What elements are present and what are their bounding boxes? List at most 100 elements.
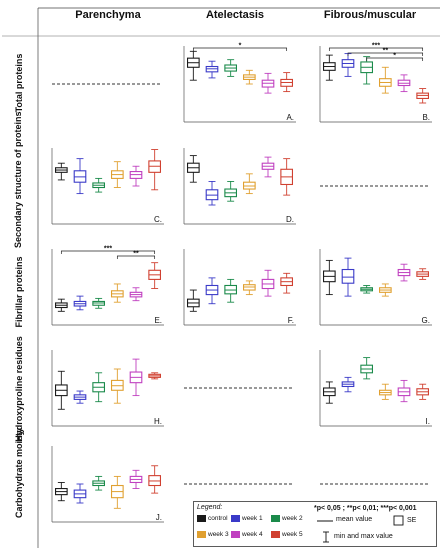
legend-title: Legend: xyxy=(197,504,223,511)
box-control xyxy=(54,370,68,410)
panel-j: J. xyxy=(44,440,170,528)
box-week-1 xyxy=(73,158,87,195)
box-week-4 xyxy=(397,263,411,282)
panel-label: I. xyxy=(426,417,430,426)
legend-swatch xyxy=(231,515,240,522)
panel-label: A. xyxy=(286,113,294,122)
se-box xyxy=(261,278,275,290)
box-week-5 xyxy=(416,268,430,280)
panel-c: C. xyxy=(44,142,170,230)
panel-svg xyxy=(184,387,294,389)
se-box xyxy=(261,79,275,88)
se-box xyxy=(341,268,355,284)
box-week-4 xyxy=(261,269,275,297)
box-week-2 xyxy=(92,372,106,403)
box-week-2 xyxy=(224,278,238,303)
panel-svg xyxy=(184,483,294,485)
panel-label: J. xyxy=(156,513,162,522)
box-week-4 xyxy=(261,156,275,178)
box-week-1 xyxy=(205,180,219,206)
column-title-atelectasis: Atelectasis xyxy=(205,9,265,21)
box-week-2 xyxy=(92,297,106,309)
panel-label: C. xyxy=(154,215,162,224)
box-week-3 xyxy=(110,283,124,303)
row-title-secondary-structure: Secondary structure of proteins xyxy=(13,111,23,248)
box-control xyxy=(54,482,68,502)
significance-note: *p< 0,05 ; **p< 0,01; ***p< 0,001 xyxy=(314,505,417,512)
significance-label: *** xyxy=(104,246,112,253)
box-week-5 xyxy=(416,383,430,400)
panel-svg: I. xyxy=(319,350,432,427)
panel-svg: C. xyxy=(51,148,164,225)
legend-label: week 1 xyxy=(242,515,263,522)
panel-empty-0 xyxy=(44,40,170,128)
box-week-1 xyxy=(205,277,219,305)
panel-svg xyxy=(52,83,162,85)
box-control xyxy=(322,381,336,404)
box-week-4 xyxy=(397,379,411,403)
box-week-1 xyxy=(205,60,219,79)
significance-bracket xyxy=(347,52,424,56)
legend-item-control: control xyxy=(197,515,228,522)
legend-label: week 5 xyxy=(282,531,303,538)
panel-label: D. xyxy=(286,215,294,224)
panel-label: F. xyxy=(288,316,294,325)
panel-svg xyxy=(320,185,430,187)
panel-g: G. xyxy=(312,243,438,331)
box-week-5 xyxy=(148,465,162,494)
se-box xyxy=(54,302,68,309)
significance-bracket xyxy=(60,250,156,254)
box-week-1 xyxy=(73,295,87,311)
box-control xyxy=(186,155,200,183)
panel-label: H. xyxy=(154,417,162,426)
box-week-5 xyxy=(280,72,294,93)
legend-item-week-1: week 1 xyxy=(231,515,263,522)
box-week-3 xyxy=(378,66,392,94)
legend-item-week-2: week 2 xyxy=(271,515,303,522)
significance-bracket xyxy=(366,57,424,61)
se-label: SE xyxy=(407,517,417,524)
significance-label: * xyxy=(393,53,396,60)
panel-empty-5 xyxy=(312,142,438,230)
box-week-5 xyxy=(148,262,162,289)
panel-a: * A. xyxy=(176,40,302,128)
panel-svg: J. xyxy=(51,446,164,523)
panel-h: H. xyxy=(44,344,170,432)
box-week-3 xyxy=(378,383,392,400)
se-box xyxy=(54,167,68,173)
significance-bracket xyxy=(192,47,288,51)
column-title-parenchyma: Parenchyma xyxy=(75,9,141,21)
se-box xyxy=(397,268,411,277)
panel-d: D. xyxy=(176,142,302,230)
box-week-3 xyxy=(110,161,124,188)
box-control xyxy=(322,54,336,81)
legend-label: control xyxy=(208,515,228,522)
panel-f: F. xyxy=(176,243,302,331)
box-week-5 xyxy=(280,158,294,196)
panel-empty-10 xyxy=(176,344,302,432)
panel-svg: * A. xyxy=(183,43,296,123)
box-week-4 xyxy=(397,74,411,93)
box-week-3 xyxy=(110,475,124,509)
se-box xyxy=(54,488,68,496)
box-control xyxy=(186,289,200,312)
legend-item-week-4: week 4 xyxy=(231,531,263,538)
panel-svg: ******B. xyxy=(319,43,432,123)
box-control xyxy=(54,298,68,312)
panel-empty-14 xyxy=(312,440,438,528)
box-week-2 xyxy=(360,56,374,85)
box-week-3 xyxy=(242,173,256,195)
box-week-5 xyxy=(148,149,162,191)
column-title-fibrous: Fibrous/muscular xyxy=(323,9,417,21)
box-week-4 xyxy=(129,469,143,490)
mean-label: mean value xyxy=(336,516,373,523)
se-box xyxy=(54,384,68,397)
box-week-2 xyxy=(360,357,374,380)
box-week-1 xyxy=(73,390,87,404)
box-week-2 xyxy=(224,180,238,202)
panel-svg: G. xyxy=(319,249,432,326)
box-week-1 xyxy=(341,53,355,77)
box-week-1 xyxy=(341,257,355,297)
